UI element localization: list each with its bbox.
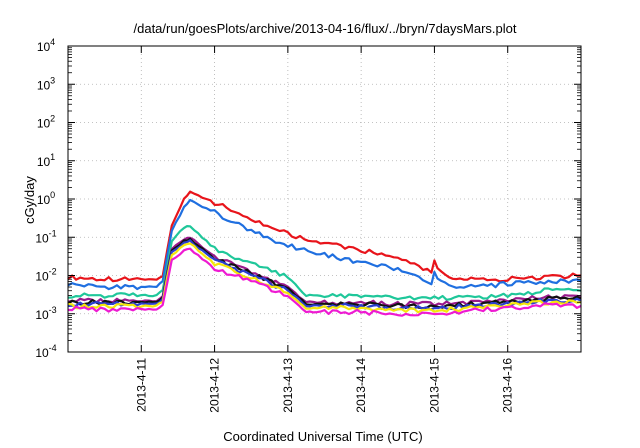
chart-title: /data/run/goesPlots/archive/2013-04-16/f…: [134, 21, 517, 36]
y-ticks: 10-4 10-3 10-2 10-1 100 101 102 103 104: [35, 37, 581, 360]
x-axis-label: Coordinated Universal Time (UTC): [223, 429, 422, 444]
y-tick-label: 10-3: [35, 305, 56, 322]
x-tick-label: 2013-4-12: [208, 358, 222, 413]
x-tick-label: 2013-4-16: [501, 358, 515, 413]
series-line-1: [67, 190, 582, 283]
x-tick-label: 2013-4-15: [427, 358, 441, 413]
y-tick-label: 103: [37, 75, 55, 92]
series-line-2: [67, 198, 582, 291]
y-tick-label: 100: [37, 190, 55, 207]
y-axis-label: cGy/day: [22, 176, 37, 224]
series-line-5: [67, 237, 582, 310]
series-line-3: [67, 225, 582, 301]
y-tick-label: 10-1: [35, 228, 56, 245]
x-tick-label: 2013-4-14: [354, 358, 368, 413]
y-tick-label: 101: [37, 152, 55, 169]
y-tick-label: 10-2: [35, 267, 56, 284]
y-tick-label: 104: [37, 37, 55, 54]
grid: [68, 46, 581, 352]
series-line-7: [67, 242, 582, 314]
series-group: [67, 190, 582, 317]
x-tick-label: 2013-4-11: [134, 358, 148, 412]
x-tick-label: 2013-4-13: [281, 358, 295, 413]
series-line-8: [67, 247, 582, 317]
y-tick-label: 10-4: [35, 343, 56, 360]
y-tick-label: 102: [37, 114, 55, 131]
series-line-6: [67, 239, 582, 311]
x-ticks: 2013-4-11 2013-4-12 2013-4-13 2013-4-14 2013…: [134, 46, 515, 413]
